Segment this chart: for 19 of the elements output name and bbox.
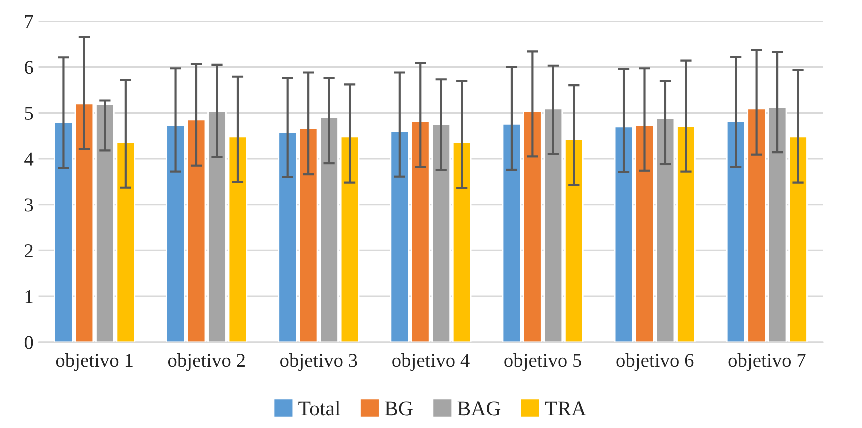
legend-label: TRA	[545, 402, 586, 416]
legend-label: Total	[298, 401, 340, 416]
y-tick-label: 7	[25, 15, 34, 28]
x-tick-label: objetivo 5	[504, 354, 582, 372]
x-tick-label: objetivo 2	[168, 354, 245, 372]
legend-label: BAG	[458, 402, 501, 416]
y-tick-label: 4	[24, 152, 34, 166]
y-tick-label: 5	[25, 107, 34, 120]
y-tick-label: 3	[25, 198, 34, 212]
x-tick-label: objetivo 4	[392, 354, 470, 372]
x-tick-label: objetivo 1	[56, 354, 133, 372]
y-tick-label: 1	[26, 290, 33, 304]
x-tick-label: objetivo 6	[616, 354, 694, 372]
y-tick-label: 6	[25, 61, 34, 74]
y-tick-label: 2	[25, 244, 33, 258]
x-tick-label: objetivo 7	[728, 354, 806, 372]
legend-label: BG	[385, 402, 413, 416]
y-tick-label: 0	[24, 336, 34, 350]
x-tick-label: objetivo 3	[280, 354, 358, 372]
